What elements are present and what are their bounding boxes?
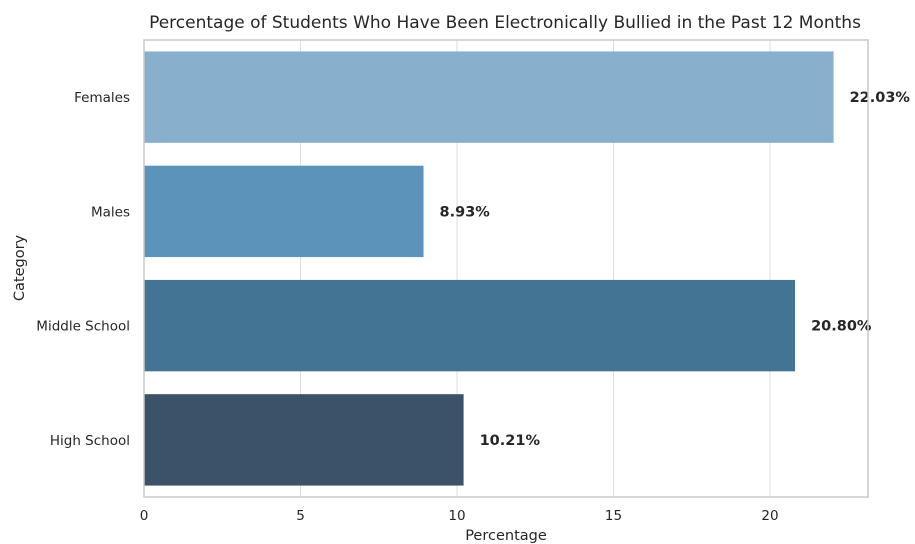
y-axis-label: Category [12,234,28,301]
bar-value-label: 20.80% [811,319,872,335]
y-tick-label: High School [50,433,130,449]
x-tick-labels: 0 5 10 15 20 [140,508,779,524]
x-tick-label: 15 [605,508,622,524]
y-tick-label: Middle School [36,319,130,335]
x-tick-label: 10 [448,508,465,524]
bar-value-labels: 22.03% 8.93% 20.80% 10.21% [440,90,911,449]
bar [144,165,424,258]
bar [144,279,796,372]
y-tick-label: Males [91,204,130,220]
bar [144,51,834,143]
chart-title: Percentage of Students Who Have Been Ele… [149,13,861,33]
x-tick-label: 5 [296,508,305,524]
bars [144,51,834,486]
x-tick-label: 0 [140,508,149,524]
bar-value-label: 22.03% [850,90,911,106]
y-tick-label: Females [74,90,130,106]
x-axis-label: Percentage [465,528,547,544]
bar [144,394,464,486]
bar-value-label: 10.21% [480,433,541,449]
x-tick-label: 20 [761,508,778,524]
plot-frame [143,39,869,498]
y-tick-labels: Females Males Middle School High School [36,90,130,449]
bar-value-label: 8.93% [440,204,491,220]
